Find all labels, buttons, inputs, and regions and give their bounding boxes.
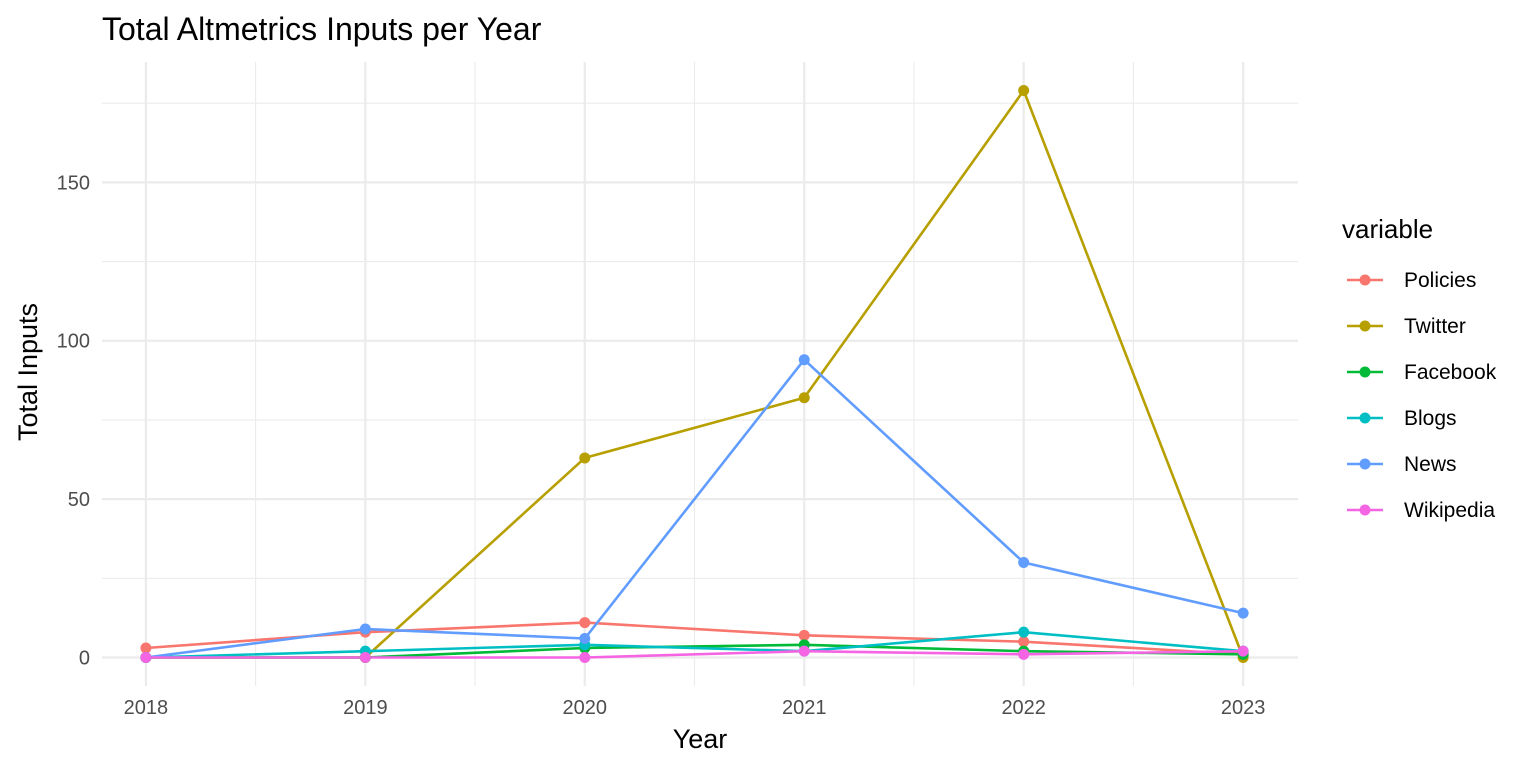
series-lines: [145, 89, 1245, 659]
x-tick-label: 2022: [1001, 697, 1046, 719]
y-tick-label: 0: [79, 647, 90, 669]
legend-key-point: [1359, 458, 1371, 470]
data-point-wikipedia: [798, 645, 810, 657]
legend-label: Wikipedia: [1404, 499, 1495, 522]
data-point-news: [359, 623, 371, 635]
x-tick-label: 2019: [343, 697, 388, 719]
legend-key-point: [1359, 274, 1371, 286]
series-line-wikipedia: [145, 649, 1244, 659]
x-tick-label: 2021: [782, 697, 827, 719]
series-line-news: [145, 358, 1244, 659]
data-point-policies: [1018, 636, 1030, 648]
legend-label: Facebook: [1404, 361, 1497, 384]
legend-key-point: [1359, 366, 1371, 378]
data-point-wikipedia: [359, 651, 371, 663]
x-tick-label: 2020: [563, 697, 608, 719]
legend-item-news: News: [1347, 453, 1457, 476]
y-tick-label: 100: [57, 331, 90, 353]
legend: variable Policies Twitter Facebook Blogs New…: [1342, 214, 1497, 522]
data-point-wikipedia: [140, 651, 152, 663]
data-point-news: [579, 632, 591, 644]
data-point-wikipedia: [1018, 648, 1030, 660]
legend-label: Policies: [1404, 269, 1476, 292]
data-point-policies: [579, 617, 591, 629]
legend-items: Policies Twitter Facebook Blogs News Wikipedi…: [1347, 269, 1497, 522]
legend-key-point: [1359, 320, 1371, 332]
y-tick-label: 50: [68, 489, 90, 511]
legend-item-wikipedia: Wikipedia: [1347, 499, 1495, 522]
data-point-news: [1018, 556, 1030, 568]
legend-label: Twitter: [1404, 315, 1466, 338]
legend-key-point: [1359, 504, 1371, 516]
x-axis-title: Year: [673, 724, 728, 754]
series-line-blogs: [145, 630, 1244, 659]
data-point-news: [798, 354, 810, 366]
legend-label: Blogs: [1404, 407, 1457, 430]
y-axis-ticks: 0 50 100 150: [57, 172, 90, 669]
grid: [102, 62, 1298, 686]
legend-item-policies: Policies: [1347, 269, 1476, 292]
data-point-twitter: [798, 392, 810, 404]
data-point-news: [1237, 607, 1249, 619]
chart-title: Total Altmetrics Inputs per Year: [102, 11, 542, 47]
legend-title: variable: [1342, 214, 1433, 244]
data-point-wikipedia: [579, 651, 591, 663]
y-tick-label: 150: [57, 172, 90, 194]
data-point-twitter: [579, 452, 591, 464]
x-tick-label: 2023: [1221, 697, 1266, 719]
series-points: [140, 85, 1249, 663]
legend-item-twitter: Twitter: [1347, 315, 1466, 338]
legend-key-point: [1359, 412, 1371, 424]
legend-label: News: [1404, 453, 1457, 476]
legend-item-facebook: Facebook: [1347, 361, 1497, 384]
data-point-blogs: [1018, 626, 1030, 638]
legend-item-blogs: Blogs: [1347, 407, 1457, 430]
data-point-twitter: [1018, 85, 1030, 97]
data-point-policies: [140, 642, 152, 654]
data-point-policies: [798, 629, 810, 641]
x-axis-ticks: 2018 2019 2020 2021 2022 2023: [124, 697, 1266, 719]
data-point-wikipedia: [1237, 645, 1249, 657]
x-tick-label: 2018: [124, 697, 169, 719]
y-axis-title: Total Inputs: [13, 303, 43, 441]
